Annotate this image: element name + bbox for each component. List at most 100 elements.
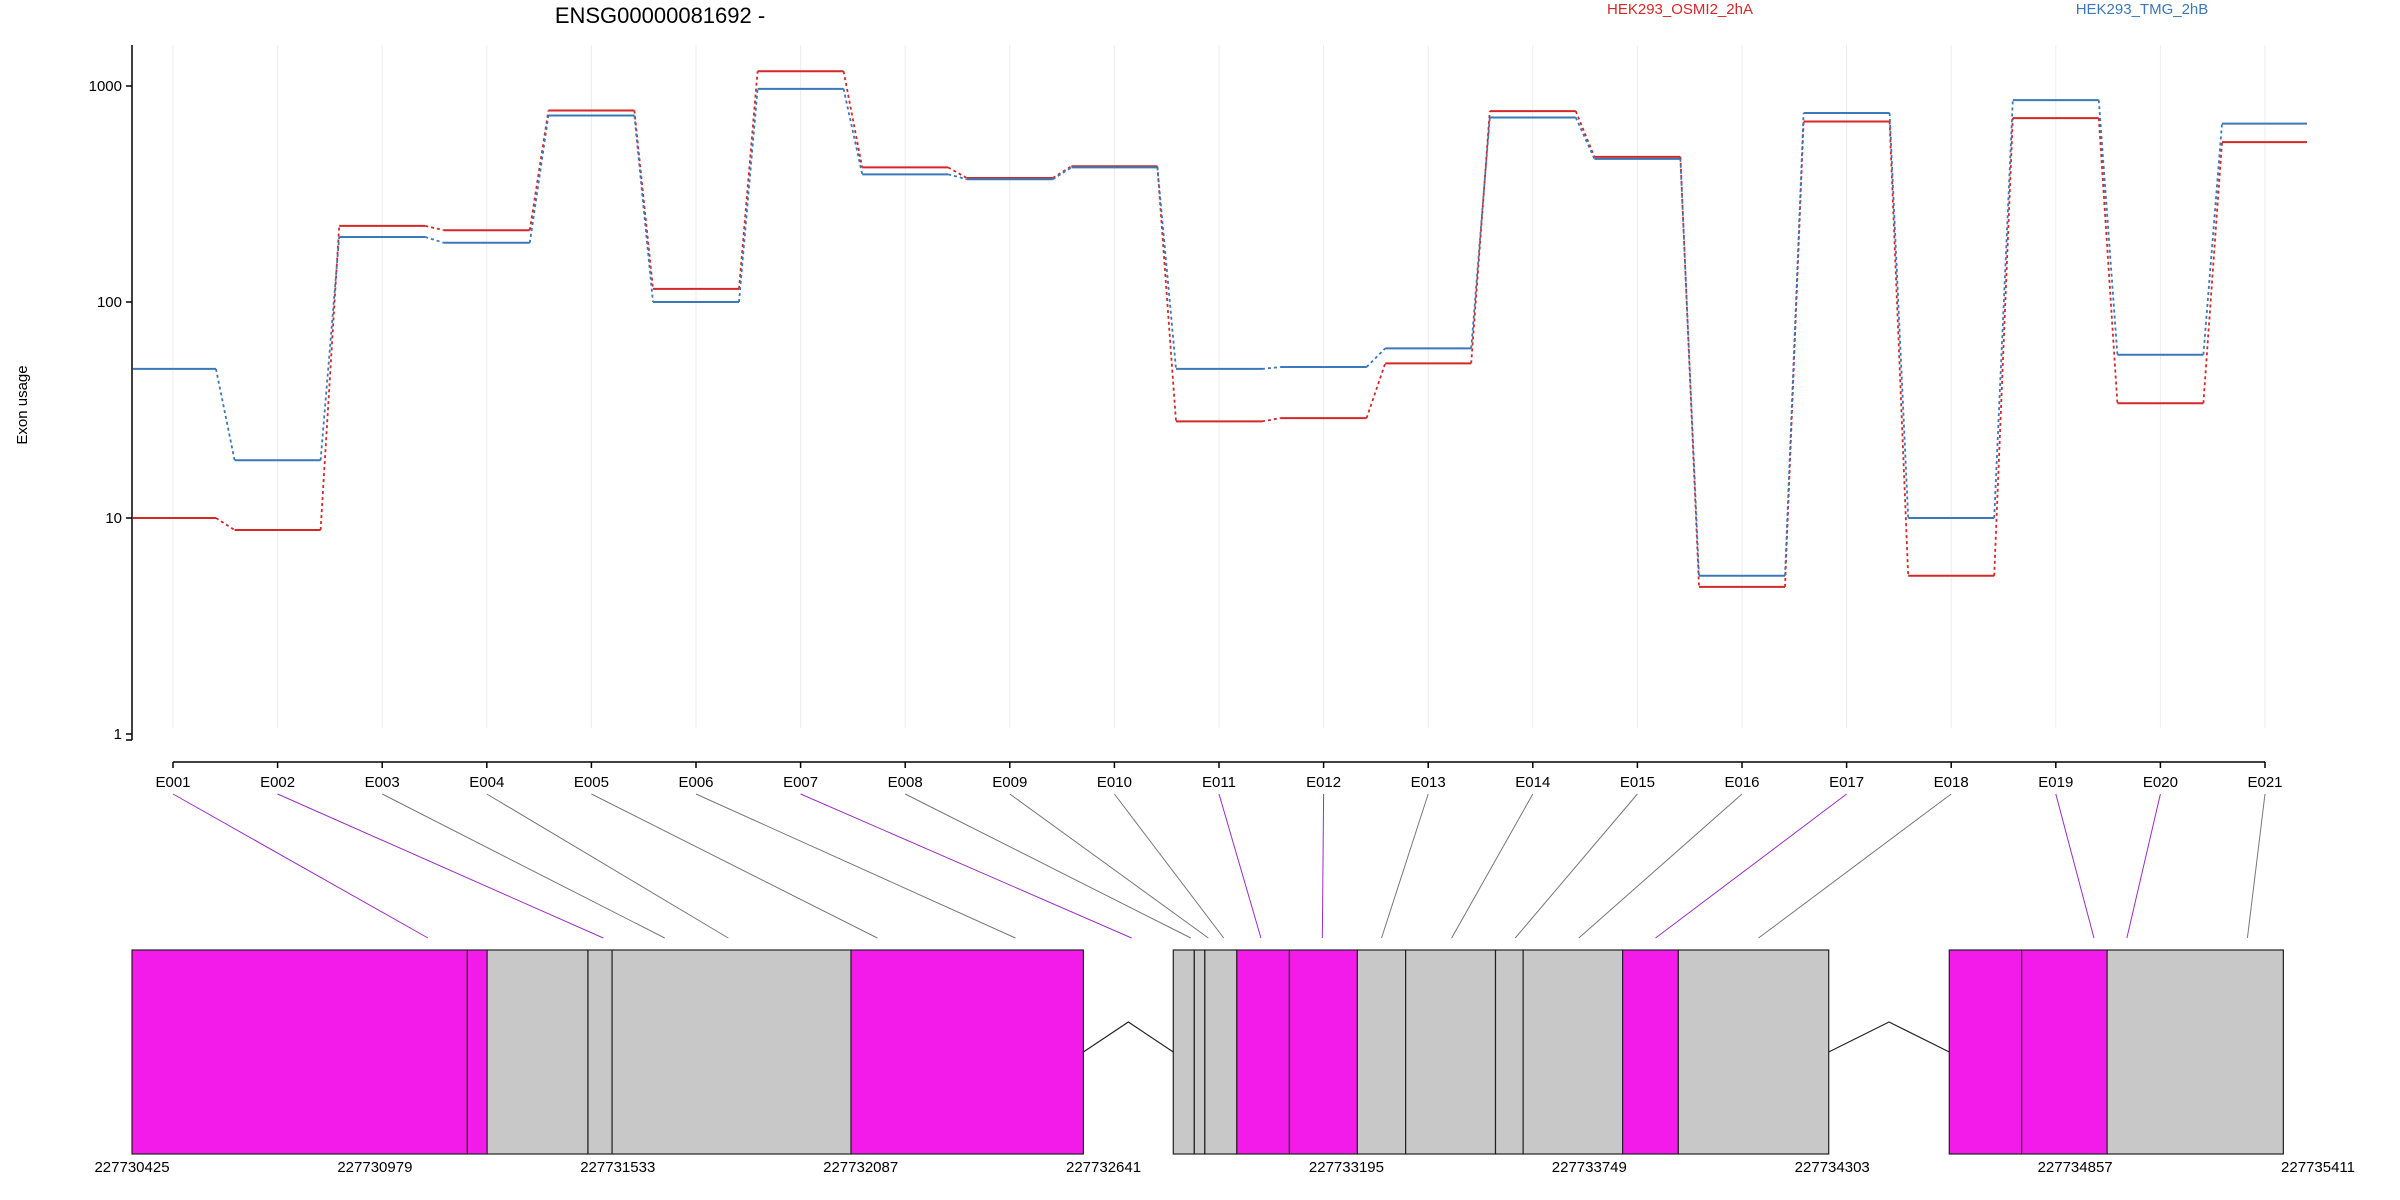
exon-link-E021 <box>2246 793 2266 939</box>
exon-link-E001 <box>172 793 429 939</box>
series-0-connector-E002 <box>319 225 341 531</box>
series-1-connector-E017 <box>1888 112 1910 519</box>
exon-link-E005 <box>591 793 878 939</box>
series-0-connector-E004 <box>528 110 550 231</box>
series-0-connector-E018 <box>1993 118 2014 576</box>
y-axis-label: Exon usage <box>14 365 31 444</box>
exon-box-5 <box>611 949 852 1155</box>
intron-1 <box>1083 1021 1174 1053</box>
x-axis: E001 E002 E003 E004 E005 E006 E007 E008 E009 E010… <box>155 761 2283 791</box>
series-0-connector-E011 <box>1261 417 1281 423</box>
exon-box-16 <box>1622 949 1679 1155</box>
y-tick-label-1000: 1000 <box>89 78 122 95</box>
x-tick-label-E021: E021 <box>2247 774 2282 791</box>
x-tick-label-E013: E013 <box>1411 774 1446 791</box>
coord-tick-label-6: 227733195 <box>1309 1159 1384 1176</box>
x-tick-label-E014: E014 <box>1515 774 1550 791</box>
series-0-connector-E001 <box>215 517 236 531</box>
vertical-grid <box>172 45 2266 728</box>
y-axis: 1 10 100 1000 <box>89 45 133 743</box>
series-lines <box>133 70 2307 588</box>
exon-link-E009 <box>1009 793 1209 939</box>
exon-link-E014 <box>1451 793 1534 939</box>
x-tick-label-E008: E008 <box>888 774 923 791</box>
series-1-connector-E013 <box>1470 117 1491 349</box>
x-tick-label-E004: E004 <box>469 774 504 791</box>
exon-link-E018 <box>1758 793 1952 939</box>
x-tick-label-E007: E007 <box>783 774 818 791</box>
coord-tick-label-10: 227735411 <box>2281 1159 2355 1176</box>
x-tick-label-E011: E011 <box>1202 774 1236 791</box>
series-0-connector-E010 <box>1156 166 1177 422</box>
exon-link-E004 <box>486 793 729 939</box>
x-tick-label-E005: E005 <box>574 774 609 791</box>
coord-tick-label-3: 227731533 <box>580 1159 655 1176</box>
exon-link-E006 <box>695 793 1016 939</box>
exon-box-4 <box>587 949 613 1155</box>
coord-tick-label-5: 227732641 <box>1066 1159 1141 1176</box>
exon-link-E019 <box>2055 793 2095 939</box>
series-1-connector-E016 <box>1784 112 1805 576</box>
series-HEK293_OSMI2_2hA <box>133 70 2307 588</box>
x-tick-label-E002: E002 <box>260 774 295 791</box>
x-tick-label-E009: E009 <box>992 774 1027 791</box>
coord-tick-label-1: 227730425 <box>94 1159 169 1176</box>
series-0-connector-E009 <box>1052 165 1072 179</box>
coord-tick-label-7: 227733749 <box>1552 1159 1627 1176</box>
exon-box-18 <box>1948 949 2023 1155</box>
exon-box-1 <box>131 949 468 1155</box>
series-0-connector-E014 <box>1574 110 1596 158</box>
coord-tick-label-2: 227730979 <box>337 1159 412 1176</box>
series-1-connector-E020 <box>2202 123 2223 355</box>
y-tick-label-100: 100 <box>97 294 122 311</box>
exon-link-E013 <box>1381 793 1429 939</box>
exon-link-E002 <box>277 793 604 939</box>
x-tick-label-E015: E015 <box>1620 774 1655 791</box>
series-0-connector-E003 <box>424 225 445 232</box>
series-0-connector-E013 <box>1470 111 1491 364</box>
x-tick-label-E012: E012 <box>1306 774 1341 791</box>
exon-link-E010 <box>1114 793 1225 939</box>
x-tick-label-E020: E020 <box>2143 774 2178 791</box>
legend-entry-osmi2: HEK293_OSMI2_2hA <box>1607 1 1753 18</box>
exon-box-13 <box>1405 949 1497 1155</box>
exon-box-19 <box>2021 949 2108 1155</box>
series-1-connector-E010 <box>1156 167 1177 370</box>
legend-entry-tmg: HEK293_TMG_2hB <box>2076 1 2209 18</box>
x-tick-label-E019: E019 <box>2038 774 2073 791</box>
series-0-connector-E019 <box>2097 118 2119 404</box>
y-tick-label-10: 10 <box>105 510 122 527</box>
x-tick-label-E001: E001 <box>155 774 190 791</box>
exon-box-9 <box>1204 949 1238 1155</box>
intron-2 <box>1828 1021 1950 1053</box>
gene-model <box>131 949 2284 1155</box>
series-1-connector-E003 <box>424 236 445 244</box>
chart-title: ENSG00000081692 - <box>555 3 765 28</box>
x-tick-label-E018: E018 <box>1934 774 1969 791</box>
series-0-connector-E012 <box>1365 363 1387 419</box>
x-tick-label-E017: E017 <box>1829 774 1864 791</box>
exon-box-7 <box>1172 949 1195 1155</box>
coord-tick-label-8: 227734303 <box>1795 1159 1870 1176</box>
series-1-connector-E014 <box>1574 117 1596 160</box>
exon-box-20 <box>2106 949 2284 1155</box>
series-1-connector-E007 <box>842 88 864 175</box>
exon-box-11 <box>1288 949 1359 1155</box>
exon-box-14 <box>1494 949 1524 1155</box>
exon-link-E016 <box>1578 793 1743 939</box>
x-tick-label-E006: E006 <box>678 774 713 791</box>
series-1-connector-E011 <box>1261 366 1281 370</box>
series-1-connector-E019 <box>2097 100 2119 355</box>
exon-link-E003 <box>381 793 665 939</box>
series-1-connector-E001 <box>215 368 236 461</box>
x-tick-label-E010: E010 <box>1097 774 1132 791</box>
exon-link-E007 <box>800 793 1132 939</box>
exon-box-17 <box>1677 949 1830 1155</box>
series-1-connector-E006 <box>738 88 759 303</box>
exon-box-15 <box>1522 949 1624 1155</box>
exon-box-10 <box>1236 949 1291 1155</box>
exon-box-12 <box>1356 949 1407 1155</box>
series-1-connector-E005 <box>633 115 654 303</box>
series-1-connector-E004 <box>528 115 550 243</box>
exon-link-E017 <box>1655 793 1847 939</box>
